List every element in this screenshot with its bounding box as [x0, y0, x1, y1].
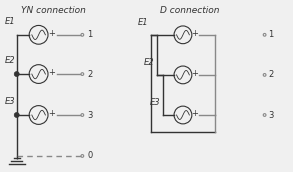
Circle shape: [263, 114, 266, 116]
Text: +: +: [191, 109, 198, 118]
Circle shape: [81, 114, 84, 116]
Circle shape: [81, 33, 84, 36]
Text: E2: E2: [144, 58, 155, 67]
Text: +: +: [191, 69, 198, 78]
Text: 2: 2: [269, 70, 274, 79]
Text: E3: E3: [150, 98, 161, 107]
Text: E1: E1: [138, 18, 149, 27]
Text: 2: 2: [87, 69, 93, 79]
Text: 0: 0: [87, 152, 93, 160]
Text: 3: 3: [87, 110, 93, 120]
Text: 1: 1: [87, 30, 93, 39]
Text: +: +: [191, 29, 198, 38]
Text: +: +: [49, 109, 55, 118]
Circle shape: [14, 112, 19, 117]
Text: +: +: [49, 68, 55, 77]
Circle shape: [81, 73, 84, 76]
Text: 3: 3: [269, 110, 274, 120]
Text: E3: E3: [5, 97, 16, 106]
Text: E1: E1: [5, 17, 16, 26]
Text: +: +: [49, 29, 55, 38]
Text: 1: 1: [269, 30, 274, 39]
Circle shape: [263, 33, 266, 36]
Circle shape: [81, 155, 84, 157]
Text: E2: E2: [5, 56, 16, 65]
Text: YN connection: YN connection: [21, 6, 86, 15]
Text: D connection: D connection: [161, 6, 220, 15]
Circle shape: [14, 72, 19, 77]
Circle shape: [263, 74, 266, 76]
